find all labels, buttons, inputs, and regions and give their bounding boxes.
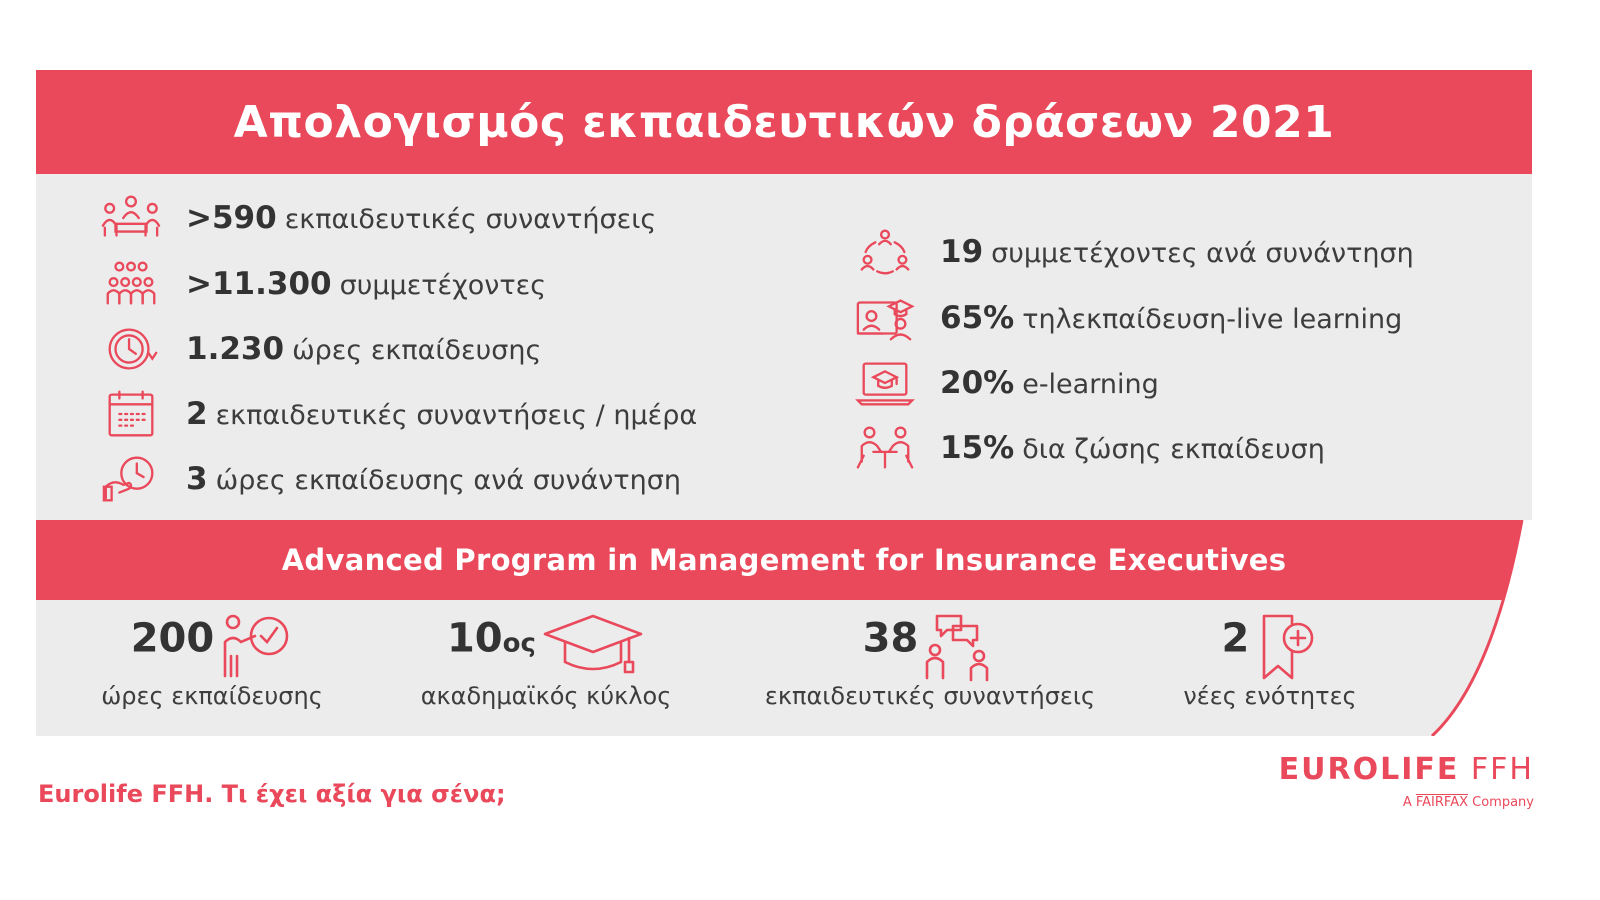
stat-participants: >11.300 συμμετέχοντες [96,256,546,312]
classroom-icon [850,420,920,476]
logo-brand: EUROLIFE [1278,752,1460,787]
stat-label: εκπαιδευτικές συναντήσεις / ημέρα [215,400,698,431]
metric-value: 200 [130,615,215,662]
stat-in-person: 15% δια ζώσης εκπαίδευση [850,420,1325,476]
stat-hours: 1.230 ώρες εκπαίδευσης [96,321,541,377]
meeting-icon [96,190,166,246]
logo-suffix: FFH [1470,752,1534,787]
metric-suffix: ος [502,628,536,659]
metric-meetings: 38 εκπαιδευτικές συναντήσεις [760,612,1100,710]
stat-value: 2 [186,396,208,432]
stat-meetings: >590 εκπαιδευτικές συναντήσεις [96,190,656,246]
metric-modules: 2 νέες ενότητες [1170,612,1370,710]
stat-value: 1.230 [186,331,285,367]
program-banner: Advanced Program in Management for Insur… [36,520,1532,600]
stat-value: >590 [186,200,277,236]
tagline: Eurolife FFH. Τι έχει αξία για σένα; [38,780,506,808]
stat-value: 3 [186,461,208,497]
stat-label: e-learning [1022,369,1159,400]
graduation-cap-icon [543,614,643,674]
stat-per-day: 2 εκπαιδευτικές συναντήσεις / ημέρα [96,386,697,442]
live-learning-icon [850,290,920,346]
stat-value: 19 [940,234,984,270]
metric-label: νέες ενότητες [1183,682,1357,710]
decorative-curve [1430,520,1532,736]
stat-value: 20% [940,365,1015,401]
eurolife-logo: EUROLIFE FFH A FAIRFAX Company [1279,752,1534,810]
stat-label: συμμετέχοντες [339,270,547,301]
metric-value: 2 [1221,615,1250,662]
page-title: Απολογισμός εκπαιδευτικών δράσεων 2021 [233,96,1335,148]
group-cycle-icon [850,224,920,280]
laptop-graduation-icon [850,355,920,411]
stat-label: ώρες εκπαίδευσης [292,335,542,366]
logo-fairfax: FAIRFAX [1415,795,1468,810]
stat-label: συμμετέχοντες ανά συνάντηση [991,238,1414,269]
program-title: Advanced Program in Management for Insur… [281,543,1287,577]
stat-hours-per-meeting: 3 ώρες εκπαίδευσης ανά συνάντηση [96,451,681,507]
stat-value: 65% [940,300,1015,336]
stat-label: εκπαιδευτικές συναντήσεις [284,204,657,235]
stat-value: 15% [940,430,1015,466]
hand-clock-icon [96,451,166,507]
presenter-clock-icon [223,614,289,678]
metric-label: ώρες εκπαίδευσης [101,682,323,710]
metric-hours: 200 ώρες εκπαίδευσης [92,612,332,710]
logo-a: A [1402,795,1412,810]
metric-cycle: 10ος ακαδημαϊκός κύκλος [416,612,676,710]
stat-label: δια ζώσης εκπαίδευση [1022,434,1325,465]
stat-live-learning: 65% τηλεκπαίδευση-live learning [850,290,1402,346]
stat-value: >11.300 [186,266,332,302]
participants-icon [96,256,166,312]
discussion-icon [926,614,989,682]
calendar-icon [96,386,166,442]
stat-label: τηλεκπαίδευση-live learning [1022,304,1403,335]
metric-label: ακαδημαϊκός κύκλος [420,682,672,710]
program-section: Advanced Program in Management for Insur… [36,520,1532,736]
stats-panel: >590 εκπαιδευτικές συναντήσεις >11.300 συμ… [36,174,1532,520]
metric-value: 10 [446,615,503,662]
title-banner: Απολογισμός εκπαιδευτικών δράσεων 2021 [36,70,1532,174]
stat-label: ώρες εκπαίδευσης ανά συνάντηση [215,465,681,496]
metric-value: 38 [862,615,919,662]
stat-e-learning: 20% e-learning [850,355,1159,411]
logo-company: Company [1472,795,1534,810]
bookmark-plus-icon [1263,614,1314,680]
metric-label: εκπαιδευτικές συναντήσεις [764,682,1096,710]
stat-per-meeting-participants: 19 συμμετέχοντες ανά συνάντηση [850,224,1414,280]
clock-icon [96,321,166,377]
